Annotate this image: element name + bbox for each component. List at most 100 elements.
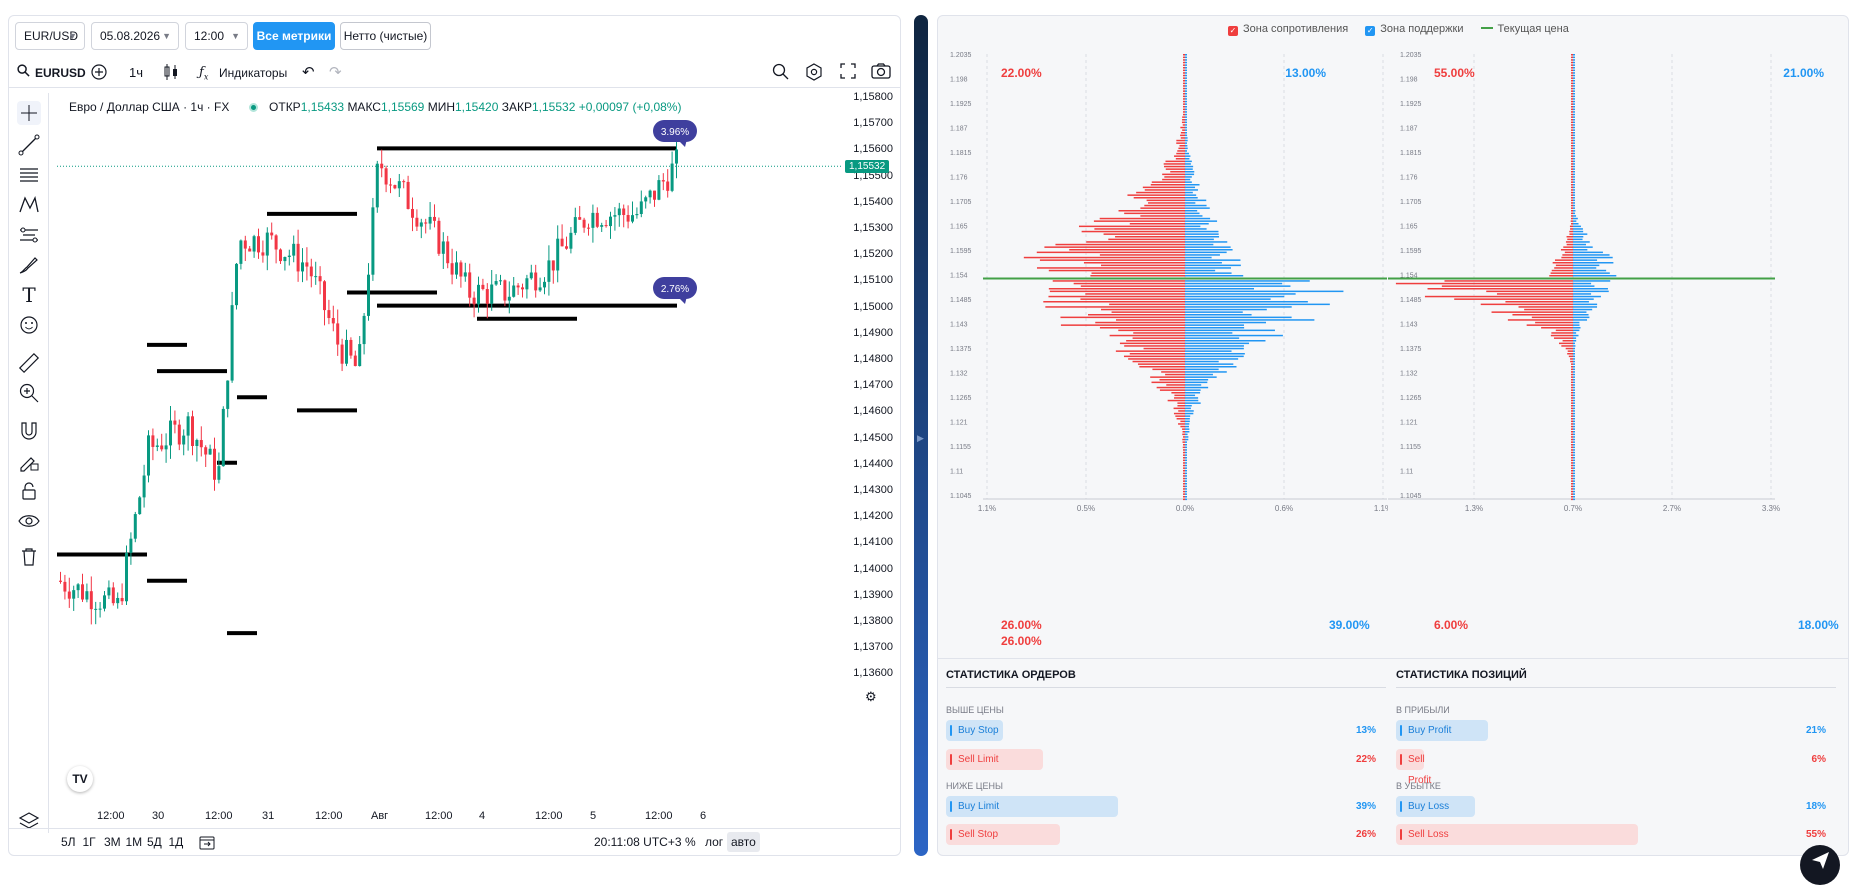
price-chart[interactable]: 3.96% 2.76% TV	[57, 89, 843, 806]
current-legend-item[interactable]: Текущая цена	[1480, 23, 1569, 35]
resistance-legend-item[interactable]: ✓ Зона сопротивления	[1228, 23, 1348, 36]
fullscreen-icon[interactable]	[840, 63, 856, 83]
resistance-bar	[1183, 483, 1185, 485]
symbol-label[interactable]: EURUSD	[35, 66, 86, 80]
date-select[interactable]: 05.08.2026 ▼	[91, 22, 179, 50]
eye-icon[interactable]	[17, 509, 41, 533]
undo-icon[interactable]: ↶	[302, 64, 315, 81]
log-toggle[interactable]: лог	[705, 835, 724, 849]
resistance-bar	[1562, 340, 1573, 342]
resistance-bar	[1571, 384, 1573, 386]
support-bar	[1573, 254, 1610, 256]
zoom-in-icon[interactable]	[17, 381, 41, 405]
support-bar	[1185, 371, 1227, 373]
goto-date-icon[interactable]	[199, 835, 215, 853]
emoji-icon[interactable]	[17, 313, 41, 337]
projection-icon[interactable]	[17, 223, 41, 247]
panel-divider[interactable]: ▶	[914, 15, 928, 856]
send-button[interactable]	[1800, 845, 1840, 885]
axis-settings-icon[interactable]: ⚙	[865, 689, 877, 704]
support-bar	[1573, 389, 1575, 391]
support-bar	[1185, 54, 1187, 56]
candle	[204, 445, 208, 467]
support-bar	[1185, 217, 1211, 220]
support-bar	[1573, 386, 1575, 389]
support-bar	[1573, 488, 1575, 490]
candle	[349, 337, 353, 359]
percent-toggle[interactable]: %	[685, 835, 696, 849]
range-button[interactable]: 3М	[104, 835, 121, 849]
support-bar	[1573, 363, 1575, 365]
resistance-bar	[1183, 98, 1185, 100]
support-bar	[1573, 381, 1575, 384]
range-button[interactable]: 1М	[125, 835, 143, 849]
indicators-icon[interactable]: ƒx	[199, 65, 209, 82]
candle-type-icon[interactable]	[163, 63, 179, 83]
candle	[340, 338, 344, 372]
support-bar	[1185, 405, 1192, 407]
support-bar	[1573, 350, 1575, 352]
symbol-select-value: EUR/USD	[24, 29, 79, 43]
range-button[interactable]: 5Д	[147, 835, 162, 849]
crosshair-icon[interactable]	[17, 101, 41, 125]
support-bar	[1185, 373, 1213, 376]
resistance-bar	[1571, 168, 1573, 170]
symbol-select[interactable]: EUR/USD ▼	[15, 22, 85, 50]
quick-search-icon[interactable]	[772, 63, 789, 83]
fib-lines-icon[interactable]	[17, 163, 41, 187]
camera-icon[interactable]	[871, 63, 891, 83]
resistance-bar	[1571, 381, 1573, 384]
indicators-button[interactable]: Индикаторы	[219, 66, 288, 80]
time-select[interactable]: 12:00 ▼	[185, 22, 248, 50]
resistance-bar	[1571, 407, 1573, 410]
support-bar	[1573, 171, 1575, 173]
support-bar	[1573, 150, 1575, 152]
auto-toggle[interactable]: авто	[727, 832, 760, 852]
draw-lock-icon[interactable]	[17, 449, 41, 473]
redo-icon[interactable]: ↷	[329, 64, 342, 81]
change-value: +0,00097 (+0,08%)	[578, 100, 682, 114]
add-symbol-icon[interactable]	[90, 63, 108, 83]
lock-icon[interactable]	[17, 479, 41, 503]
clock[interactable]: 20:11:08 UTC+3	[594, 835, 682, 849]
candle	[675, 136, 678, 179]
expand-arrow-icon[interactable]: ▶	[917, 433, 924, 443]
positions-profile: 1.2035 1.198 1.1925 1.187 1.1815 1.176 1.1705 1…	[1366, 46, 1848, 616]
net-button[interactable]: Нетто (чистые)	[340, 22, 431, 50]
range-button[interactable]: 1Д	[168, 835, 184, 849]
support-bar	[1573, 129, 1575, 131]
all-metrics-button[interactable]: Все метрики	[253, 22, 335, 50]
y-tick: 1.143	[1400, 322, 1418, 329]
candle	[503, 279, 507, 307]
support-bar	[1573, 477, 1575, 480]
y-tick: 1.2035	[950, 52, 972, 59]
range-button[interactable]: 5Л	[61, 835, 76, 849]
support-bar	[1573, 431, 1575, 433]
ruler-icon[interactable]	[17, 351, 41, 375]
support-legend-item[interactable]: ✓ Зона поддержки	[1365, 23, 1463, 36]
trash-icon[interactable]	[17, 545, 41, 569]
resistance-bar	[1571, 389, 1573, 391]
resistance-bar	[1571, 451, 1573, 454]
price-axis[interactable]: 1,15800 1,15700 1,15600 1,15500 1,15400 1,153…	[843, 89, 900, 806]
text-icon[interactable]: T	[22, 283, 36, 307]
magnet-icon[interactable]	[17, 419, 41, 443]
support-bar	[1185, 259, 1241, 261]
settings-icon[interactable]	[805, 63, 823, 83]
resistance-bar	[1563, 246, 1573, 248]
support-bar	[1185, 316, 1292, 319]
range-button[interactable]: 1Г	[82, 835, 96, 849]
pattern-icon[interactable]	[17, 193, 41, 217]
y-tick: 1.1925	[950, 101, 972, 108]
resistance-bar	[1073, 282, 1185, 285]
trend-line-icon[interactable]	[17, 133, 41, 157]
price-label: 1,14000	[853, 562, 893, 575]
support-bar	[1185, 93, 1187, 95]
time-label: 12:00	[315, 810, 343, 822]
support-bar	[1573, 111, 1575, 113]
support-bar	[1573, 275, 1617, 277]
search-icon[interactable]	[17, 63, 30, 83]
interval-button[interactable]: 1ч	[129, 65, 144, 80]
time-axis[interactable]: 12:00 30 12:00 31 12:00 Авг 12:00 4 12:00 5 12:00 6	[57, 806, 843, 828]
brush-icon[interactable]	[17, 253, 41, 277]
